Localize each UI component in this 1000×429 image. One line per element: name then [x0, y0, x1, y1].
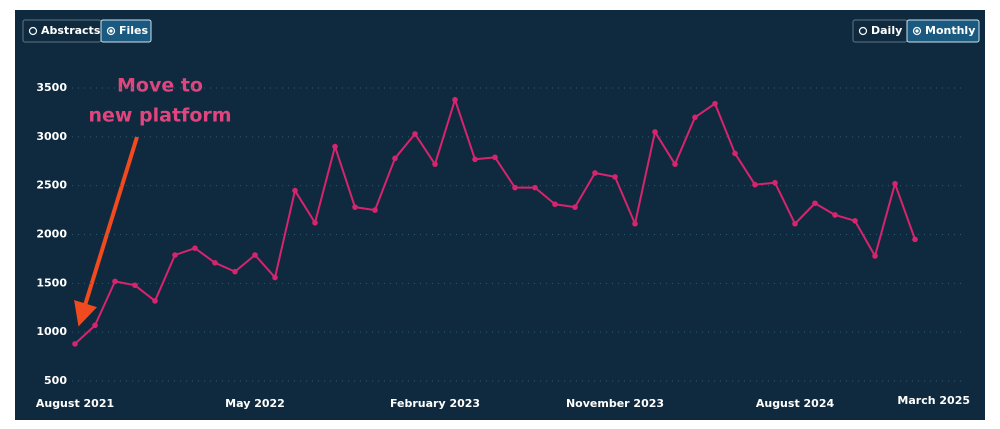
data-point — [512, 184, 518, 191]
data-point — [252, 252, 258, 258]
toggle-label[interactable]: Files — [119, 24, 149, 37]
data-point — [752, 181, 758, 188]
radio-icon — [858, 26, 868, 36]
data-point — [652, 129, 658, 135]
radio-icon — [106, 26, 116, 36]
toggle-button[interactable] — [906, 19, 980, 43]
data-point — [832, 212, 838, 218]
data-point — [232, 268, 238, 275]
data-point — [852, 218, 858, 224]
data-point — [732, 150, 738, 157]
data-point — [132, 282, 138, 289]
data-point — [432, 161, 438, 167]
data-point — [312, 219, 318, 226]
y-tick-label: 3500 — [36, 81, 67, 94]
data-point — [592, 170, 598, 176]
data-point — [172, 252, 178, 258]
data-point — [892, 180, 898, 187]
y-tick-label: 2500 — [36, 179, 67, 192]
x-tick-label: November 2023 — [566, 397, 664, 410]
data-point — [452, 96, 458, 103]
data-point — [332, 143, 338, 150]
data-point — [672, 161, 678, 167]
toggle-button[interactable] — [100, 19, 152, 43]
data-point — [372, 207, 378, 213]
data-point — [72, 341, 78, 347]
toggle-label[interactable]: Abstracts — [41, 24, 101, 37]
data-point — [872, 253, 878, 259]
data-point — [612, 174, 618, 180]
y-tick-label: 3000 — [36, 130, 67, 143]
data-point — [912, 236, 918, 243]
data-point — [532, 184, 538, 191]
data-point — [392, 155, 398, 162]
y-tick-label: 2000 — [36, 228, 67, 241]
data-point — [152, 298, 158, 304]
data-point — [492, 154, 498, 161]
y-tick-label: 1000 — [36, 325, 67, 338]
annotation: new platform — [88, 105, 231, 127]
toggle-label[interactable]: Daily — [871, 24, 902, 37]
data-point — [472, 156, 478, 163]
panel — [15, 10, 985, 420]
data-point — [212, 260, 218, 266]
data-point — [192, 245, 198, 251]
x-tick-label: February 2023 — [390, 397, 480, 410]
annotation-arrow — [74, 136, 139, 327]
data-point — [292, 187, 298, 194]
y-tick-label: 500 — [44, 374, 67, 387]
data-point — [572, 204, 578, 210]
data-point — [352, 204, 358, 210]
data-point — [92, 322, 98, 329]
data-point — [792, 220, 798, 227]
radio-icon — [912, 26, 922, 36]
radio-dot — [915, 29, 919, 33]
data-point — [812, 200, 818, 207]
data-point — [772, 179, 778, 186]
radio-icon — [28, 26, 38, 36]
annotation: Move to — [117, 75, 203, 97]
data-point — [692, 114, 698, 121]
data-point — [632, 220, 638, 227]
x-tick-label: August 2024 — [756, 397, 835, 410]
data-point — [712, 100, 718, 107]
y-tick-label: 1500 — [36, 276, 67, 289]
data-point — [552, 201, 558, 208]
x-tick-label: August 2021 — [36, 397, 114, 410]
radio-dot — [109, 29, 113, 33]
x-tick-label: May 2022 — [225, 397, 285, 410]
x-tick-label: March 2025 — [897, 394, 970, 407]
toggle-label[interactable]: Monthly — [925, 24, 975, 37]
data-point — [272, 274, 278, 281]
data-point — [412, 131, 418, 137]
data-point — [112, 278, 118, 285]
